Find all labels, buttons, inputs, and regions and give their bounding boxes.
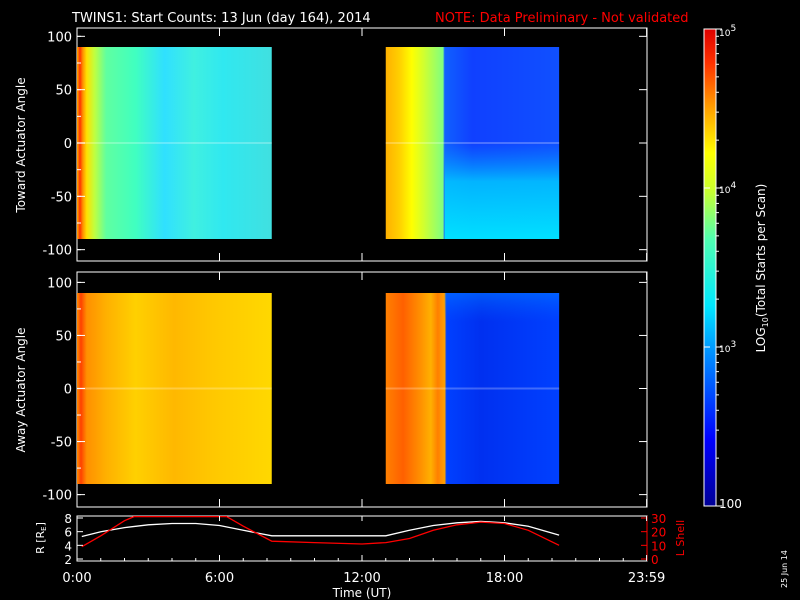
r-ytick-label: 4 (64, 539, 72, 553)
colorbar-label: LOG10(Total Starts per Scan) (754, 184, 770, 353)
toward-ytick-label: -50 (51, 190, 72, 205)
l-shell-line (81, 516, 560, 548)
toward-data-block-2-shading (444, 47, 560, 239)
l-shell-ytick-label: 0 (651, 553, 659, 567)
l-shell-ytick-label: 10 (651, 539, 666, 553)
r-ytick-label: 8 (64, 512, 72, 526)
away-ytick-label: -100 (42, 489, 72, 504)
r-ytick-label: 2 (64, 553, 72, 567)
l-shell-ytick-label: 20 (651, 526, 666, 540)
l-shell-axis-label: L Shell (674, 520, 687, 556)
chart-title: TWINS1: Start Counts: 13 Jun (day 164), … (71, 11, 371, 26)
x-axis-label: Time (UT) (332, 586, 392, 600)
away-data-block-1 (77, 293, 272, 484)
away-ylabel: Away Actuator Angle (14, 327, 28, 452)
toward-data-blocks (77, 47, 560, 239)
toward-y-axis: 100 50 0 -50 -100 (42, 28, 648, 261)
r-axis-label: R [RE] (34, 522, 48, 554)
colorbar: 105 104 103 100 LOG10(Total Starts per Scan… (703, 24, 770, 511)
away-data-blocks (77, 293, 560, 484)
away-ytick-label: -50 (51, 436, 72, 451)
colorbar-tick-label: 103 (719, 340, 736, 355)
colorbar-gradient (704, 29, 716, 506)
colorbar-tick-label: 104 (719, 181, 736, 196)
toward-heatmap-panel: 100 50 0 -50 -100 Toward Actuator Angle (14, 27, 648, 262)
toward-ylabel: Toward Actuator Angle (14, 77, 28, 213)
l-shell-ytick-label: 30 (651, 512, 666, 526)
r-distance-line (81, 520, 560, 538)
away-ytick-label: 50 (55, 329, 72, 344)
away-ytick-label: 100 (47, 276, 72, 291)
orbit-plot-frame (76, 515, 648, 562)
toward-ytick-label: 0 (64, 137, 72, 152)
away-data-block-2-shading (444, 293, 560, 484)
xtick-label: 6:00 (205, 571, 234, 586)
toward-ytick-label: 100 (47, 30, 72, 45)
xtick-label: 23:59 (628, 571, 665, 586)
xtick-label: 18:00 (486, 571, 523, 586)
away-y-axis: 100 50 0 -50 -100 (42, 272, 648, 507)
away-heatmap-panel: 100 50 0 -50 -100 Away Actuator Angle (14, 271, 648, 508)
r-ytick-label: 6 (64, 526, 72, 540)
xtick-label: 0:00 (62, 571, 91, 586)
toward-ytick-label: -100 (42, 244, 72, 259)
orbit-series (81, 516, 560, 548)
away-ytick-label: 0 (64, 383, 72, 398)
colorbar-tick-label: 105 (719, 24, 736, 39)
toward-ytick-label: 50 (55, 84, 72, 99)
date-stamp: 25 Jun 14 (780, 550, 789, 588)
colorbar-ticks: 105 104 103 100 (704, 24, 742, 511)
colorbar-tick-label: 100 (719, 497, 742, 511)
toward-data-block-1 (77, 47, 272, 239)
xtick-label: 12:00 (343, 571, 380, 586)
chart-note: NOTE: Data Preliminary - Not validated (435, 11, 689, 26)
